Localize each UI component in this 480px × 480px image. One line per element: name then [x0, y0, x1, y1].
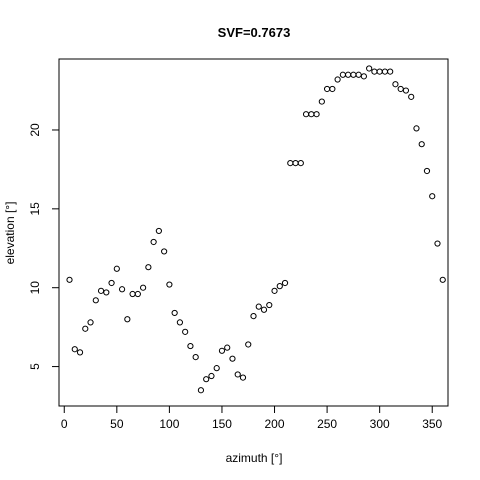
data-point — [318, 98, 325, 105]
data-point — [308, 111, 315, 118]
data-point — [208, 372, 215, 380]
data-point — [145, 264, 152, 271]
data-point — [187, 342, 194, 350]
data-point — [292, 160, 299, 167]
x-tick-label: 300 — [370, 417, 390, 431]
x-axis: 0 50 100 150 200 250 300 350 — [61, 405, 443, 431]
data-point — [71, 346, 78, 353]
x-tick-label: 100 — [159, 417, 179, 431]
data-point — [387, 68, 394, 75]
chart-title: SVF=0.7673 — [218, 25, 291, 40]
data-point — [271, 287, 278, 294]
data-point — [197, 387, 205, 394]
data-point — [355, 71, 362, 78]
data-point — [92, 297, 99, 304]
data-point — [87, 319, 94, 326]
data-point — [313, 111, 320, 118]
data-point — [260, 306, 268, 313]
data-point — [103, 289, 110, 296]
data-point — [302, 111, 310, 118]
data-point — [376, 68, 383, 75]
y-tick-label: 10 — [28, 281, 42, 295]
data-point — [140, 284, 147, 291]
data-point — [287, 160, 294, 167]
y-tick-label: 15 — [28, 202, 42, 216]
data-point — [213, 365, 220, 372]
data-point — [360, 73, 367, 80]
data-point — [334, 76, 341, 83]
x-tick-label: 200 — [265, 417, 285, 431]
data-point — [239, 374, 247, 381]
data-point — [281, 279, 289, 287]
data-point — [276, 283, 283, 290]
data-point — [129, 290, 136, 298]
data-point — [176, 319, 184, 326]
data-point — [82, 325, 89, 332]
data-point — [245, 341, 252, 348]
data-point — [408, 93, 415, 100]
data-point — [366, 65, 373, 72]
data-point — [392, 81, 399, 88]
data-point — [297, 160, 304, 167]
data-point — [250, 312, 257, 320]
data-point — [224, 344, 231, 351]
x-tick-label: 0 — [61, 417, 68, 431]
data-point — [108, 279, 115, 287]
x-tick-label: 350 — [422, 417, 442, 431]
data-point — [339, 71, 346, 78]
data-point — [234, 371, 241, 378]
data-point — [134, 290, 141, 298]
data-point — [413, 125, 420, 132]
x-axis-label: azimuth [°] — [226, 451, 283, 465]
data-point — [418, 141, 425, 148]
data-point — [439, 276, 446, 283]
data-point — [323, 85, 331, 93]
data-point — [350, 71, 357, 78]
data-point — [371, 68, 378, 75]
data-point — [429, 193, 436, 200]
x-tick-label: 50 — [110, 417, 124, 431]
data-point — [203, 376, 210, 383]
data-point — [166, 281, 173, 288]
y-tick-label: 20 — [28, 123, 42, 137]
data-point — [218, 347, 226, 354]
data-point — [381, 68, 389, 75]
data-point — [150, 238, 157, 246]
data-point — [255, 303, 262, 310]
y-axis-label: elevation [°] — [3, 202, 17, 265]
x-tick-label: 150 — [212, 417, 232, 431]
data-point — [434, 240, 441, 247]
data-point — [329, 85, 336, 93]
data-point — [402, 87, 410, 94]
data-point — [118, 286, 126, 293]
y-axis: 5 10 15 20 — [28, 123, 60, 370]
data-point — [397, 85, 404, 93]
data-point — [229, 355, 236, 362]
data-point — [171, 309, 178, 317]
data-point — [423, 167, 431, 175]
y-tick-label: 5 — [28, 363, 42, 370]
data-point — [76, 349, 84, 356]
data-point — [155, 227, 162, 235]
data-point — [124, 316, 131, 323]
data-point — [66, 276, 73, 283]
data-point — [345, 71, 352, 78]
x-tick-label: 250 — [317, 417, 337, 431]
data-point — [266, 301, 273, 309]
data-points — [66, 65, 446, 394]
data-point — [161, 248, 168, 255]
data-point — [192, 354, 199, 361]
plot-frame — [58, 58, 449, 407]
data-point — [113, 265, 120, 272]
data-point — [97, 287, 105, 294]
data-point — [182, 328, 189, 335]
